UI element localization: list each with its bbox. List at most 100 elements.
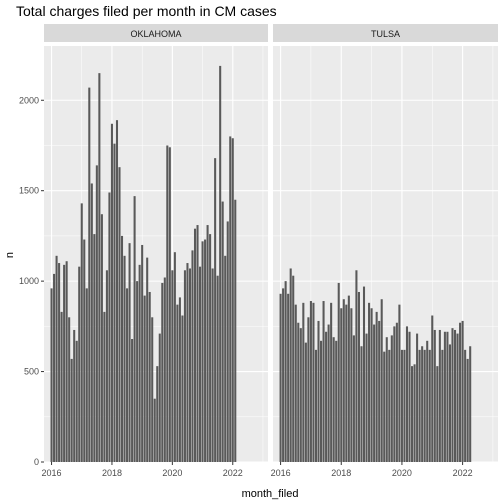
bar: [292, 275, 295, 462]
bar: [469, 346, 472, 462]
bar: [110, 123, 113, 463]
bar: [459, 322, 462, 462]
bar: [209, 234, 212, 462]
y-tick-label: 2000: [19, 95, 39, 105]
bar: [63, 264, 66, 462]
bar: [408, 331, 411, 462]
bar: [60, 311, 63, 462]
bar: [216, 275, 219, 462]
facet-strip: [44, 24, 268, 42]
bar: [405, 326, 409, 462]
y-tick-label: 1500: [19, 186, 39, 196]
bar: [362, 286, 366, 462]
bar: [373, 324, 376, 462]
bar: [173, 252, 176, 462]
bar: [304, 342, 307, 462]
bar: [231, 138, 234, 463]
bar: [65, 261, 68, 462]
bar: [416, 333, 419, 462]
bar: [383, 351, 386, 462]
bar: [332, 337, 335, 462]
bar: [320, 340, 323, 462]
bar: [289, 268, 292, 462]
bar: [360, 346, 363, 462]
bar: [297, 322, 300, 462]
bar: [438, 329, 441, 462]
bar: [188, 268, 192, 462]
bar: [347, 295, 350, 462]
bar: [80, 203, 83, 463]
y-tick-label: 1000: [19, 276, 39, 286]
bar: [423, 349, 426, 462]
bar: [141, 244, 144, 462]
bar: [307, 317, 310, 462]
bar: [411, 366, 414, 462]
bar: [327, 324, 330, 462]
bar: [337, 282, 340, 462]
bar: [53, 273, 56, 462]
bar: [75, 340, 78, 462]
bar: [113, 143, 116, 463]
bar: [446, 331, 449, 462]
bar: [55, 255, 58, 462]
bar: [314, 349, 318, 462]
bar: [199, 266, 202, 462]
bar: [68, 317, 71, 462]
facet-panel-oklahoma: OKLAHOMA 2016 2018 2020 2022: [42, 24, 268, 478]
bar: [370, 308, 373, 462]
bar: [138, 264, 141, 462]
x-axis-label: month_filed: [242, 488, 299, 500]
bar: [398, 304, 401, 462]
bar: [421, 346, 424, 462]
bar: [105, 270, 108, 462]
bar: [206, 225, 209, 462]
bar: [126, 288, 129, 462]
bar: [95, 165, 98, 462]
facet-panel-tulsa: TULSA 2016 2018 2020 2022: [271, 24, 498, 478]
bar: [378, 320, 381, 462]
bar: [201, 241, 204, 462]
bar: [211, 268, 214, 462]
bar: [400, 349, 403, 462]
bar: [98, 73, 101, 462]
bar: [441, 349, 444, 462]
bar: [78, 266, 81, 462]
facet-strip-label: TULSA: [371, 29, 400, 39]
bar: [186, 263, 189, 462]
bar: [83, 239, 86, 462]
bar: [128, 243, 131, 462]
x-tick-label: 2018: [102, 468, 122, 478]
y-tick-label: 0: [34, 457, 39, 467]
x-tick-label: 2016: [42, 468, 62, 478]
bar: [335, 340, 338, 462]
bar: [279, 293, 282, 462]
bar: [390, 335, 393, 462]
bar: [312, 302, 315, 462]
bar: [143, 295, 146, 462]
bar: [299, 328, 302, 462]
bar: [294, 304, 297, 462]
bar: [368, 302, 371, 462]
bar: [158, 333, 161, 462]
bar: [350, 308, 353, 462]
bar: [219, 65, 222, 463]
bar: [168, 147, 171, 463]
bar: [73, 329, 76, 462]
bar: [466, 358, 469, 462]
bar: [70, 358, 73, 462]
bar: [133, 196, 136, 462]
bar: [451, 328, 454, 462]
x-tick-label: 2018: [331, 468, 351, 478]
bar: [148, 291, 151, 462]
bar: [461, 320, 464, 462]
bar: [214, 158, 217, 462]
bar: [156, 366, 159, 462]
bar: [375, 311, 378, 462]
bar: [325, 331, 328, 462]
bar: [340, 308, 343, 462]
bar: [178, 297, 181, 462]
bar: [146, 257, 149, 462]
bar: [166, 145, 169, 463]
bar: [229, 136, 232, 462]
bar: [352, 335, 355, 462]
